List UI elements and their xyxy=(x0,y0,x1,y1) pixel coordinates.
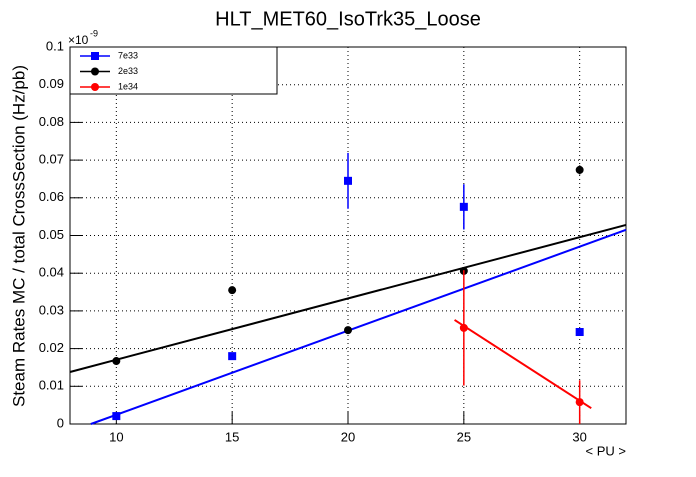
chart-title: HLT_MET60_IsoTrk35_Loose xyxy=(215,8,481,30)
y-axis-label: Steam Rates MC / total CrossSection (Hz/… xyxy=(9,65,28,407)
y-tick-label: 0.09 xyxy=(39,76,64,91)
y-tick-label: 0.01 xyxy=(39,378,64,393)
marker xyxy=(344,176,352,185)
marker xyxy=(459,323,468,332)
marker xyxy=(459,202,468,211)
marker xyxy=(344,326,352,335)
fit-line xyxy=(90,228,627,425)
legend-label: 1e34 xyxy=(118,81,138,91)
y-tick-label: 0.1 xyxy=(46,38,64,53)
fit-line xyxy=(69,223,627,373)
y-tick-label: 0.08 xyxy=(39,114,64,129)
legend-label: 7e33 xyxy=(118,50,138,60)
x-axis-label: < PU > xyxy=(586,443,626,458)
x-tick-label: 30 xyxy=(572,429,586,444)
marker xyxy=(575,328,584,337)
marker xyxy=(228,352,237,361)
y-multiplier-exponent: -9 xyxy=(90,28,98,38)
x-tick-label: 20 xyxy=(341,429,355,444)
marker xyxy=(112,412,121,421)
marker xyxy=(228,286,237,295)
y-tick-label: 0.04 xyxy=(39,265,64,280)
legend-marker xyxy=(91,67,99,76)
legend-marker xyxy=(91,83,99,91)
legend-box xyxy=(69,46,278,95)
fit-line xyxy=(454,319,592,410)
y-tick-label: 0.02 xyxy=(39,340,64,355)
y-tick-label: 0.06 xyxy=(39,189,64,204)
y-tick-label: 0 xyxy=(57,415,64,430)
legend-marker xyxy=(91,52,99,60)
legend-label: 2e33 xyxy=(118,66,138,76)
y-tick-label: 0.07 xyxy=(39,152,64,167)
x-tick-label: 10 xyxy=(109,429,123,444)
marker xyxy=(575,165,584,174)
y-multiplier: ×10 xyxy=(68,33,89,47)
x-tick-label: 25 xyxy=(457,429,471,444)
y-tick-label: 0.05 xyxy=(39,227,64,242)
marker xyxy=(112,357,121,366)
marker xyxy=(575,398,584,407)
y-tick-label: 0.03 xyxy=(39,302,64,317)
x-tick-label: 15 xyxy=(225,429,239,444)
